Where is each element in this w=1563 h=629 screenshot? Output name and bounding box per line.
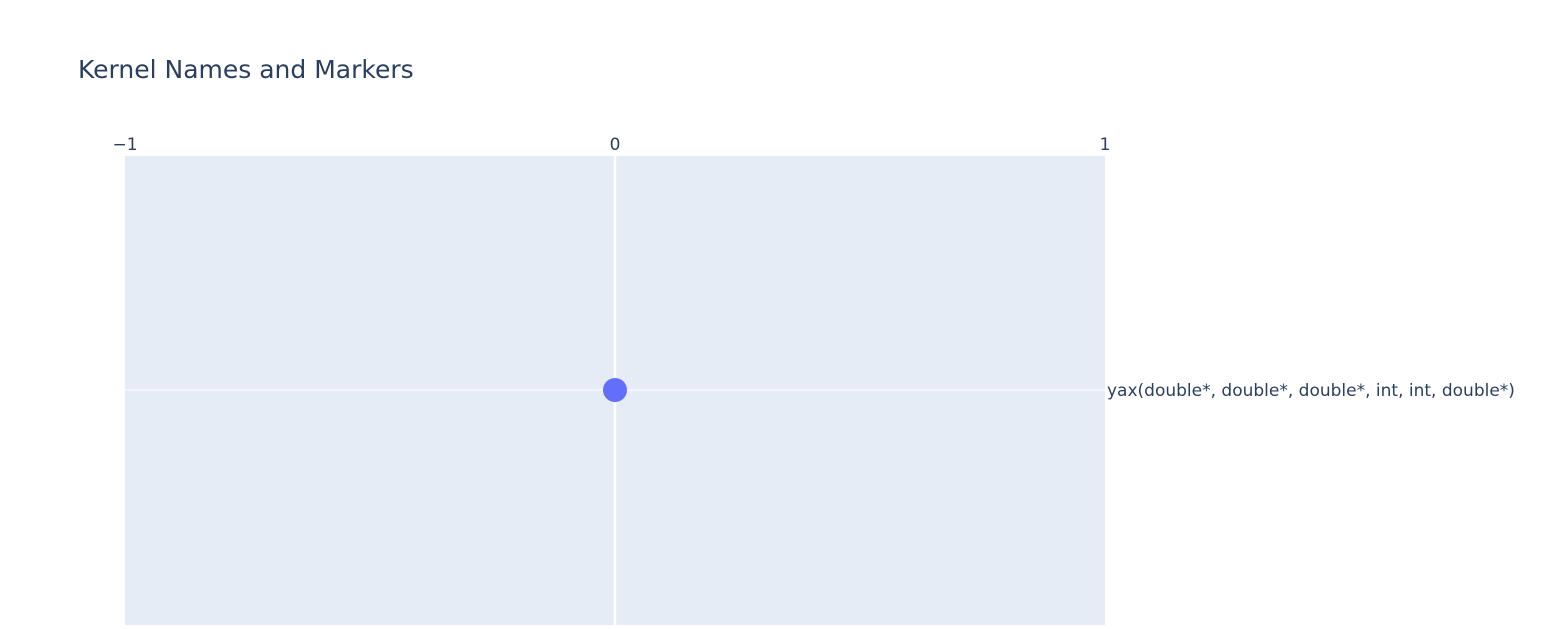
x-tick-label: 1 — [1100, 135, 1111, 155]
x-tick-label: 0 — [610, 135, 621, 155]
scatter-point[interactable] — [603, 378, 627, 402]
markers — [603, 378, 627, 402]
y-category-label: yax(double*, double*, double*, int, int,… — [1107, 381, 1515, 401]
y-axis-categories: yax(double*, double*, double*, int, int,… — [1107, 381, 1515, 401]
chart-title: Kernel Names and Markers — [78, 55, 414, 84]
x-tick-label: −1 — [112, 135, 137, 155]
x-axis-ticks: −1 0 1 — [112, 135, 1110, 155]
